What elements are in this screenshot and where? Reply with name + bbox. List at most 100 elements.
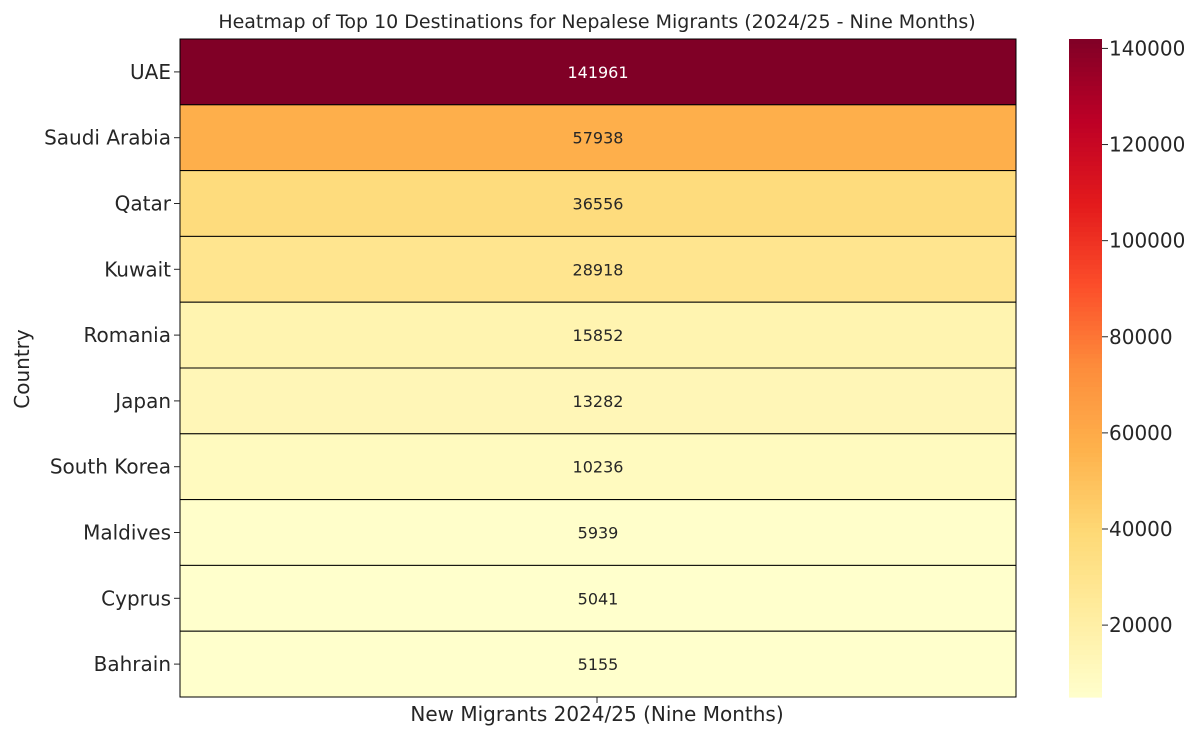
- row-label: Japan: [113, 389, 171, 413]
- colorbar-segment: [1069, 81, 1102, 87]
- colorbar-segment: [1069, 584, 1102, 590]
- colorbar-segment: [1069, 325, 1102, 331]
- colorbar-segment: [1069, 76, 1102, 82]
- colorbar-segment: [1069, 363, 1102, 369]
- colorbar-segment: [1069, 57, 1102, 64]
- colorbar-segment: [1069, 302, 1102, 308]
- colorbar-segment: [1069, 142, 1102, 148]
- colorbar-segment: [1069, 415, 1102, 421]
- colorbar-segment: [1069, 433, 1102, 440]
- colorbar-segment: [1069, 95, 1102, 101]
- colorbar-segment: [1069, 90, 1102, 96]
- colorbar-segment: [1069, 104, 1102, 111]
- colorbar-segment: [1069, 640, 1102, 646]
- colorbar-segment: [1069, 109, 1102, 115]
- colorbar-tick-label: 140000: [1109, 36, 1185, 60]
- colorbar-segment: [1069, 673, 1102, 679]
- row-label: Bahrain: [94, 652, 171, 676]
- colorbar-segment: [1069, 509, 1102, 515]
- colorbar-segment: [1069, 457, 1102, 463]
- colorbar-segment: [1069, 513, 1102, 519]
- colorbar-tick-label: 80000: [1109, 325, 1173, 349]
- colorbar-segment: [1069, 668, 1102, 675]
- chart-title: Heatmap of Top 10 Destinations for Nepal…: [218, 11, 975, 33]
- colorbar-segment: [1069, 405, 1102, 411]
- cell-value-label: 28918: [573, 260, 624, 279]
- colorbar-segment: [1069, 659, 1102, 665]
- colorbar-segment: [1069, 227, 1102, 233]
- colorbar-segment: [1069, 645, 1102, 651]
- colorbar-segment: [1069, 556, 1102, 562]
- colorbar-segment: [1069, 137, 1102, 143]
- colorbar-segment: [1069, 603, 1102, 609]
- colorbar-segment: [1069, 147, 1102, 153]
- cell-value-label: 36556: [573, 195, 624, 214]
- colorbar-segment: [1069, 330, 1102, 336]
- colorbar-segment: [1069, 321, 1102, 327]
- colorbar-segment: [1069, 462, 1102, 468]
- colorbar-segment: [1069, 443, 1102, 449]
- colorbar-segment: [1069, 687, 1102, 693]
- colorbar-segment: [1069, 222, 1102, 228]
- colorbar-segment: [1069, 208, 1102, 214]
- cell-value-label: 57938: [573, 129, 624, 148]
- colorbar-segment: [1069, 43, 1102, 49]
- colorbar-segment: [1069, 490, 1102, 496]
- colorbar-segment: [1069, 189, 1102, 195]
- colorbar-segment: [1069, 128, 1102, 134]
- heatmap-cell: [179, 367, 1017, 435]
- colorbar-segment: [1069, 499, 1102, 505]
- colorbar-segment: [1069, 551, 1102, 557]
- colorbar-segment: [1069, 39, 1102, 45]
- colorbar-segment: [1069, 231, 1102, 237]
- cell-value-label: 5939: [578, 524, 619, 543]
- colorbar-segment: [1069, 424, 1102, 430]
- colorbar-segment: [1069, 161, 1102, 167]
- colorbar-segment: [1069, 372, 1102, 378]
- colorbar-segment: [1069, 156, 1102, 162]
- colorbar-segment: [1069, 654, 1102, 660]
- cell-value-label: 5041: [578, 589, 619, 608]
- cell-value-label: 13282: [573, 392, 624, 411]
- colorbar-segment: [1069, 264, 1102, 270]
- cell-value-label: 15852: [573, 326, 624, 345]
- colorbar-segment: [1069, 391, 1102, 397]
- row-label: Cyprus: [101, 586, 171, 610]
- heatmap-cell: [179, 630, 1017, 698]
- colorbar-segment: [1069, 353, 1102, 360]
- colorbar-segment: [1069, 274, 1102, 280]
- colorbar-segment: [1069, 626, 1102, 632]
- colorbar-segment: [1069, 523, 1102, 529]
- colorbar-segment: [1069, 579, 1102, 585]
- colorbar-segment: [1069, 212, 1102, 219]
- colorbar-segment: [1069, 650, 1102, 656]
- colorbar-segment: [1069, 518, 1102, 524]
- colorbar-segment: [1069, 438, 1102, 444]
- cell-value-label: 10236: [573, 458, 624, 477]
- colorbar-segment: [1069, 560, 1102, 566]
- colorbar-segment: [1069, 53, 1102, 59]
- colorbar-segment: [1069, 452, 1102, 458]
- colorbar-segment: [1069, 368, 1102, 374]
- colorbar-segment: [1069, 194, 1102, 200]
- colorbar-segment: [1069, 283, 1102, 289]
- colorbar-segment: [1069, 377, 1102, 383]
- colorbar-segment: [1069, 292, 1102, 299]
- colorbar-segment: [1069, 316, 1102, 322]
- colorbar-segment: [1069, 546, 1102, 552]
- colorbar-segment: [1069, 504, 1102, 510]
- colorbar-segment: [1069, 617, 1102, 623]
- colorbar-segment: [1069, 386, 1102, 393]
- colorbar-segment: [1069, 245, 1102, 252]
- colorbar-segment: [1069, 180, 1102, 186]
- colorbar-segment: [1069, 288, 1102, 294]
- colorbar-segment: [1069, 466, 1102, 472]
- colorbar-segment: [1069, 123, 1102, 129]
- colorbar-segment: [1069, 269, 1102, 275]
- colorbar-segment: [1069, 151, 1102, 158]
- colorbar-segment: [1069, 71, 1102, 78]
- row-labels: UAE Saudi Arabia Qatar Kuwait Romania Japan So…: [44, 60, 180, 676]
- row-label: Qatar: [115, 192, 172, 216]
- colorbar-tick-label: 120000: [1109, 133, 1185, 157]
